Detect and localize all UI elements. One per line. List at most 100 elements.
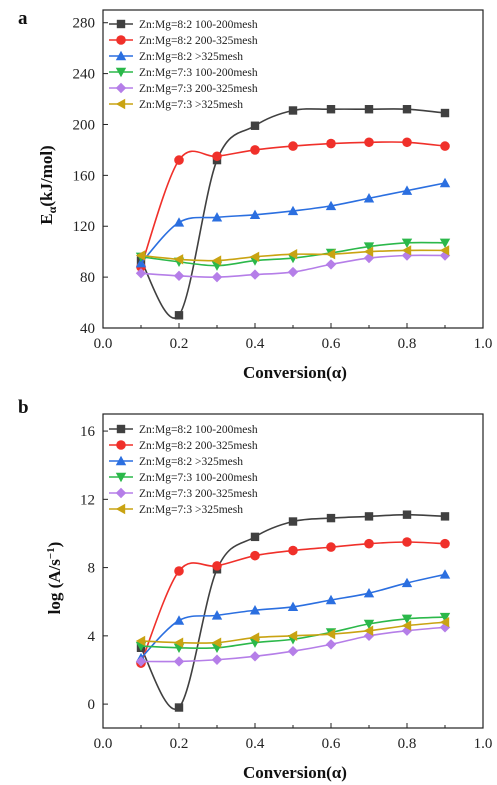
- panel-b-x-axis-label: Conversion(α): [243, 763, 347, 782]
- panel-a-y-tick-label: 240: [73, 67, 96, 83]
- panel-b-legend-label: Zn:Mg=7:3 >325mesh: [139, 504, 243, 516]
- panel-b-y-tick-label: 16: [80, 424, 96, 440]
- panel-b-data-point-series-5: [287, 646, 299, 657]
- panel-b-data-point-series-4: [363, 619, 375, 630]
- panel-a-y-axis-label-rest: (kJ/mol): [37, 145, 56, 206]
- panel-a-x-tick-label: 1.0: [474, 336, 493, 352]
- panel-a-y-axis-label-main: E: [37, 213, 56, 224]
- panel-b-y-tick-label: 8: [88, 561, 96, 577]
- panel-b-legend: Zn:Mg=8:2 100-200mesh Zn:Mg=8:2 200-325me…: [109, 424, 258, 516]
- panel-b-data-point-series-3: [287, 601, 299, 612]
- panel-b-data-point-series-5: [173, 656, 185, 667]
- panel-a-data-point-series-5: [211, 271, 223, 283]
- panel-b-y-tick-label: 0: [88, 697, 96, 713]
- panel-b-data-point-series-2: [402, 537, 412, 547]
- panel-b-x-tick-label: 0.0: [94, 736, 113, 752]
- panel-b-data-point-series-2: [212, 561, 222, 571]
- panel-a-y-axis-label: Eα(kJ/mol): [37, 145, 59, 224]
- panel-a-legend-marker: [116, 35, 126, 45]
- panel-b-data-point-series-3: [249, 605, 261, 615]
- panel-a-data-point-series-6: [287, 249, 298, 260]
- panel-b-data-point-series-3: [325, 594, 337, 605]
- panel-a-legend-marker: [116, 19, 126, 29]
- panel-a-data-point-series-3: [249, 209, 261, 219]
- panel-b-data-point-series-6: [249, 632, 260, 643]
- panel-a-legend-label: Zn:Mg=7:3 100-200mesh: [139, 67, 258, 79]
- panel-b-legend-label: Zn:Mg=7:3 200-325mesh: [139, 488, 258, 500]
- panel-b-data-point-series-6: [325, 628, 336, 640]
- panel-a-data-point-series-1: [288, 106, 298, 115]
- panel-b-legend-marker: [116, 440, 126, 450]
- panel-b-data-point-series-1: [364, 512, 374, 521]
- panel-b-x-tick-label: 0.2: [170, 736, 189, 752]
- panel-a-y-tick-label: 160: [73, 168, 96, 184]
- panel-b-legend-marker: [115, 487, 127, 499]
- panel-b-data-point-series-5: [249, 651, 261, 662]
- panel-a-data-point-series-4: [401, 238, 413, 248]
- panel-b-data-point-series-5: [363, 630, 375, 642]
- panel-a-series-line-1: [140, 108, 446, 319]
- panel-a-data-point-series-5: [135, 268, 147, 279]
- panel-a-data-point-series-2: [212, 151, 222, 162]
- panel-b-data-point-series-3: [439, 569, 451, 579]
- panel-a-data-point-series-3: [439, 177, 451, 188]
- panel-b-legend-label: Zn:Mg=8:2 200-325mesh: [139, 440, 258, 452]
- panel-b-data-point-series-5: [439, 622, 451, 633]
- panel-b-y-axis-label-sup: −1: [45, 547, 57, 559]
- panel-a-data-point-series-3: [287, 205, 299, 216]
- panel-b-series-line-1: [140, 513, 446, 711]
- panel-a-data-point-series-3: [401, 185, 413, 195]
- panel-a-legend-marker: [115, 98, 126, 110]
- panel-b-y-axis-label-text: log (A/s: [45, 559, 64, 615]
- panel-a-data-point-series-6: [439, 245, 450, 256]
- panel-b-data-point-series-2: [250, 550, 260, 561]
- panel-b-data-point-series-5: [325, 639, 337, 650]
- panel-a-y-tick-label: 280: [73, 16, 96, 32]
- panel-a-data-point-series-1: [174, 311, 184, 320]
- panel-a-data-point-series-3: [173, 217, 185, 227]
- panel-a-legend-label: Zn:Mg=7:3 >325mesh: [139, 99, 243, 111]
- panel-b-data-point-series-2: [364, 538, 374, 549]
- panel-b-x-tick-label: 1.0: [474, 736, 493, 752]
- panel-b-legend-marker: [115, 472, 127, 483]
- panel-b-data-point-series-1: [250, 532, 260, 542]
- panel-b-legend-label: Zn:Mg=8:2 100-200mesh: [139, 424, 258, 436]
- panel-b-x-tick-label: 0.8: [398, 736, 417, 752]
- panel-a-data-point-series-5: [249, 269, 261, 280]
- panel-b-legend-marker: [115, 503, 126, 515]
- panel-a-data-point-series-5: [325, 259, 337, 270]
- panel-a-data-point-series-3: [211, 212, 223, 222]
- panel-a-y-axis-label-sub: α: [45, 206, 59, 213]
- panel-b-legend-label: Zn:Mg=7:3 100-200mesh: [139, 472, 258, 484]
- panel-a-data-point-series-4: [439, 238, 451, 248]
- panel-a-legend-label: Zn:Mg=8:2 100-200mesh: [139, 19, 258, 31]
- panel-b-y-axis-label-close: ): [45, 542, 64, 548]
- panel-b-label: b: [18, 397, 29, 418]
- panel-b-legend-label: Zn:Mg=8:2 >325mesh: [139, 456, 243, 468]
- panel-b-data-point-series-3: [401, 577, 413, 588]
- panel-a-label: a: [18, 8, 28, 29]
- panel-a-data-point-series-2: [440, 141, 450, 151]
- panel-a-data-point-series-6: [401, 245, 412, 256]
- panel-b-y-tick-label: 12: [80, 492, 95, 508]
- panel-b-data-point-series-5: [135, 656, 147, 667]
- panel-b-data-point-series-2: [326, 542, 336, 552]
- panel-a-data-point-series-6: [325, 249, 336, 260]
- panel-a-y-tick-label: 40: [80, 321, 95, 337]
- panel-b-data-point-series-1: [288, 517, 298, 526]
- panel-b-data-point-series-6: [439, 616, 450, 628]
- panel-a-data-point-series-6: [173, 254, 184, 265]
- panel-b-data-point-series-6: [135, 635, 146, 647]
- panel-a-legend-marker: [115, 67, 127, 78]
- panel-a-legend-label: Zn:Mg=7:3 200-325mesh: [139, 83, 258, 95]
- panel-a-x-tick-label: 0.2: [170, 336, 189, 352]
- panel-a-data-point-series-2: [364, 137, 374, 148]
- panel-a-data-point-series-3: [325, 200, 337, 211]
- panel-a-data-point-series-4: [363, 242, 375, 252]
- panel-b-data-point-series-6: [363, 625, 374, 636]
- panel-b-data-point-series-2: [440, 538, 450, 549]
- panel-a-data-point-series-6: [211, 255, 222, 266]
- panel-a-data-point-series-1: [402, 105, 412, 114]
- panel-a-x-tick-label: 0.4: [246, 336, 265, 352]
